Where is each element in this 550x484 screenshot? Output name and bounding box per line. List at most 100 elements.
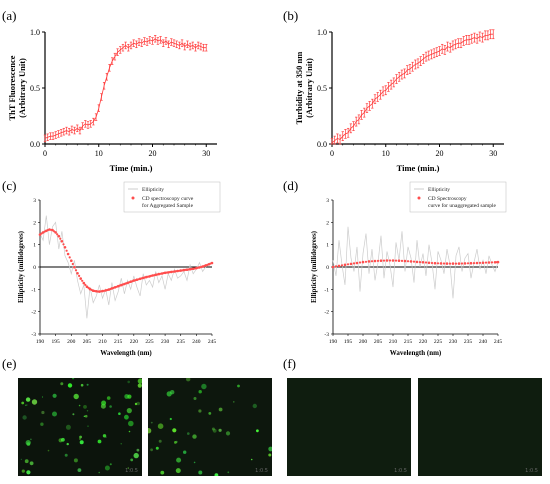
y-tick-label: 2: [33, 220, 36, 226]
fit-curve-point: [337, 264, 341, 268]
fit-curve-point: [355, 261, 359, 265]
fluorescent-aggregate: [227, 471, 230, 474]
fit-curve-point: [140, 277, 143, 280]
fit-curve-point: [463, 262, 467, 265]
fit-curve-point: [159, 272, 162, 275]
fit-curve-point: [53, 230, 56, 233]
fit-curve-point: [174, 270, 178, 273]
fluorescent-aggregate: [201, 383, 207, 390]
fluorescent-aggregate: [72, 378, 75, 380]
fluorescent-aggregate: [102, 434, 107, 438]
fit-curve-point: [190, 267, 193, 271]
fluorescent-aggregate: [211, 427, 215, 431]
fluorescent-aggregate: [97, 439, 102, 444]
fluorescent-aggregate: [172, 428, 177, 433]
fit-curve-point: [103, 289, 106, 292]
y-tick-label: 1.0: [317, 28, 327, 37]
legend-label-fit: CD Spectroscopy: [428, 196, 467, 202]
fit-curve-point: [40, 232, 43, 235]
micrograph-aggregated-2: 1:0.5: [148, 378, 272, 476]
fit-curve-point: [376, 259, 380, 262]
fluorescent-aggregate: [109, 405, 112, 408]
fit-curve-point: [454, 262, 458, 265]
fluorescent-aggregate: [250, 458, 253, 461]
fluorescent-aggregate: [31, 399, 38, 405]
legend-label-fit-2: curve for unaggregated sample: [428, 202, 497, 209]
y-tick-label: 0.5: [317, 84, 327, 93]
fluorescent-aggregate: [193, 461, 196, 464]
fit-curve-point: [168, 271, 171, 274]
panel-label-b: (b): [283, 8, 298, 23]
fit-curve-point: [430, 261, 434, 265]
fit-curve-point: [421, 261, 425, 264]
fluorescent-aggregate: [72, 413, 75, 416]
fit-curve-point: [364, 260, 368, 263]
fit-curve-point: [200, 265, 203, 269]
fit-curve-point: [115, 285, 118, 288]
x-tick-label: 220: [419, 339, 428, 345]
fluorescent-aggregate: [83, 405, 87, 409]
x-tick-label: 225: [145, 339, 154, 345]
fit-curve-point: [56, 233, 59, 236]
fit-curve-point: [334, 265, 338, 268]
fit-curve-point: [118, 284, 121, 287]
fit-curve-point: [63, 246, 67, 249]
y-tick-label: 1.0: [30, 28, 40, 37]
fit-curve-point: [184, 268, 187, 271]
fit-curve-point: [343, 263, 347, 267]
y-axis-title: ThT Fluorescence(Arbitrary Unit): [7, 55, 27, 120]
scale-bar-label: 1:0.5: [125, 468, 138, 474]
fluorescent-aggregate: [118, 412, 121, 415]
fluorescent-aggregate: [128, 420, 134, 427]
fit-curve-point: [370, 260, 374, 263]
x-tick-label: 245: [494, 339, 503, 345]
fluorescent-aggregate: [60, 382, 64, 386]
fit-curve-point: [121, 283, 124, 286]
fit-curve-point: [451, 262, 455, 265]
fluorescent-aggregate: [212, 428, 217, 433]
y-axis-title-line: (Arbitrary Unit): [17, 58, 27, 118]
x-tick-label: 230: [161, 339, 170, 345]
fit-curve-point: [397, 259, 401, 263]
fluorescent-aggregate: [256, 429, 259, 433]
fit-curve-point: [68, 256, 71, 259]
fit-curve-point: [171, 270, 174, 273]
x-axis-title: Wavelength (nm): [390, 349, 442, 357]
fit-curve-point: [340, 264, 344, 267]
fit-curve-point: [93, 289, 96, 293]
y-tick-label: -3: [31, 332, 36, 338]
y-tick-label: -2: [324, 310, 329, 316]
fit-curve-point: [349, 262, 353, 266]
fit-curve-point: [65, 249, 68, 252]
fit-curve-point: [358, 261, 362, 264]
fluorescent-aggregate: [237, 384, 240, 388]
fluorescent-aggregate: [80, 383, 84, 387]
fluorescent-aggregate: [65, 424, 71, 430]
y-tick-label: 0: [326, 265, 329, 271]
fluorescent-aggregate: [106, 396, 111, 400]
fluorescent-aggregate: [47, 449, 50, 452]
y-tick-label: 0.0: [30, 140, 40, 149]
fluorescent-aggregate: [25, 404, 27, 406]
fluorescent-aggregate: [176, 457, 182, 463]
fluorescent-aggregate: [67, 383, 73, 388]
fluorescent-aggregate: [58, 438, 63, 443]
fluorescent-aggregate: [160, 470, 165, 475]
fit-curve-point: [79, 277, 82, 280]
x-tick-label: 0: [43, 149, 47, 158]
fit-curve-point: [457, 262, 461, 265]
fluorescent-aggregate: [193, 397, 197, 400]
fluorescent-aggregate: [87, 425, 89, 427]
fit-curve-point: [394, 259, 398, 262]
fit-curve-point: [478, 261, 482, 264]
fluorescent-aggregate: [40, 422, 44, 426]
x-tick-label: 20: [149, 149, 157, 158]
x-tick-label: 30: [202, 149, 210, 158]
fit-curve-point: [76, 272, 79, 275]
fit-curve-point: [382, 259, 386, 262]
y-tick-label: 0: [33, 265, 36, 271]
fluorescent-aggregate: [187, 432, 190, 435]
fit-curve-point: [490, 261, 494, 264]
fit-curve-point: [400, 259, 404, 262]
raw-ellipticity-line: [39, 215, 213, 319]
